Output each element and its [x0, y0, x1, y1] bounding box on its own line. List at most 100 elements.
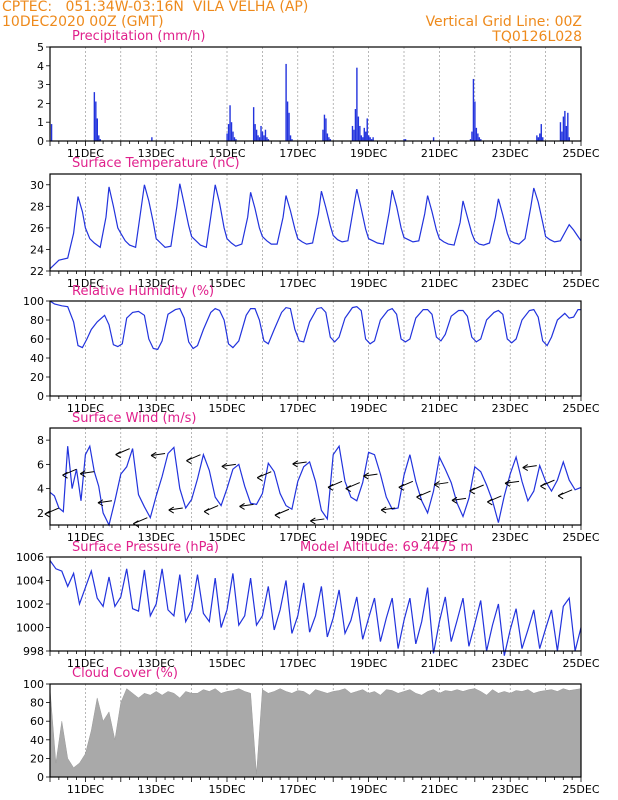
precip-bar — [257, 135, 259, 141]
precip-bar — [260, 125, 262, 141]
wind-arrow — [239, 503, 254, 507]
y-tick-label: 998 — [23, 645, 44, 658]
precip-bar — [286, 101, 289, 141]
panel-4 — [46, 556, 582, 656]
wind-arrow-head — [522, 464, 529, 472]
panel-title: Cloud Cover (%) — [72, 666, 178, 681]
precip-bar — [325, 118, 327, 141]
y-tick-label: 4 — [37, 60, 44, 73]
precip-bar — [542, 137, 544, 141]
x-tick-label: 19DEC — [350, 783, 387, 796]
y-tick-label: 1000 — [16, 622, 44, 635]
precip-bar — [95, 101, 97, 141]
precip-bar — [540, 124, 542, 141]
y-tick-label: 1004 — [16, 575, 44, 588]
precip-bar — [351, 125, 354, 141]
x-tick-label: 23DEC — [492, 147, 529, 160]
x-tick-label: 25DEC — [562, 657, 599, 670]
precip-bar — [477, 133, 479, 141]
precip-bar — [403, 139, 405, 141]
y-tick-label: 6 — [37, 458, 44, 471]
precip-bar — [288, 112, 290, 141]
y-tick-label: 80 — [30, 314, 44, 327]
wind-arrow-head — [62, 471, 68, 479]
precip-bar — [469, 139, 472, 141]
x-tick-label: 13DEC — [138, 147, 175, 160]
y-tick-label: 8 — [37, 434, 44, 447]
precip-bar — [475, 127, 478, 141]
precip-bar — [568, 137, 570, 141]
precip-bar — [50, 124, 53, 141]
wind-arrow-head — [433, 481, 440, 488]
panel-title: Surface Wind (m/s) — [72, 411, 196, 426]
precip-bar — [252, 107, 255, 141]
wind-arrow-head — [256, 474, 263, 482]
precip-bar — [328, 137, 330, 141]
precip-bar — [322, 129, 324, 141]
x-tick-label: 11DEC — [67, 147, 104, 160]
precip-bar — [99, 139, 101, 141]
x-tick-label: 13DEC — [138, 657, 175, 670]
wind-arrow — [168, 507, 183, 511]
wind-arrow-head — [504, 479, 511, 487]
x-tick-label: 23DEC — [492, 657, 529, 670]
precip-bar — [353, 129, 355, 141]
y-tick-label: 3 — [37, 79, 44, 92]
precip-bar — [151, 137, 153, 141]
precip-bar — [360, 135, 363, 141]
x-tick-label: 17DEC — [279, 402, 316, 415]
panel-2 — [46, 300, 582, 401]
x-tick-label: 23DEC — [492, 402, 529, 415]
wind-arrow — [504, 480, 520, 484]
y-tick-label: 28 — [30, 200, 44, 213]
x-tick-label: 11DEC — [67, 783, 104, 796]
wind-arrow-head — [221, 462, 228, 470]
y-tick-label: 5 — [37, 41, 44, 54]
y-tick-label: 60 — [30, 333, 44, 346]
y-tick-label: 0 — [37, 390, 44, 403]
y-tick-label: 4 — [37, 483, 44, 496]
wind-arrow-head — [44, 510, 51, 518]
header-model-id: TQ0126L028 — [492, 29, 582, 45]
precip-bar — [472, 78, 475, 141]
x-tick-label: 13DEC — [138, 402, 175, 415]
x-tick-label: 17DEC — [279, 657, 316, 670]
chart-header: CPTEC: 051:34W-03:16N VILA VELHA (AP) 10… — [0, 0, 618, 46]
x-tick-label: 25DEC — [562, 277, 599, 290]
precip-bar — [255, 129, 258, 141]
wind-arrow-head — [310, 517, 316, 525]
x-tick-label: 19DEC — [350, 147, 387, 160]
header-location: CPTEC: 051:34W-03:16N VILA VELHA (AP) — [2, 0, 309, 15]
precip-bar — [537, 137, 540, 141]
precip-bar — [471, 131, 473, 141]
precip-bar — [93, 92, 96, 141]
wind-arrow — [310, 518, 325, 522]
precip-bar — [362, 137, 364, 141]
panel-frame — [49, 556, 582, 652]
x-tick-label: 15DEC — [208, 147, 245, 160]
wind-arrow-head — [79, 470, 86, 478]
wind-arrow — [97, 500, 113, 504]
series-line — [49, 560, 582, 656]
wind-arrow-head — [557, 492, 564, 500]
x-tick-label: 15DEC — [208, 657, 245, 670]
wind-arrow-head — [398, 483, 405, 491]
precip-bar — [254, 124, 256, 141]
wind-arrow-head — [115, 451, 121, 459]
y-tick-label: 20 — [30, 371, 44, 384]
precip-bar — [370, 139, 373, 141]
panel-frame — [49, 46, 582, 142]
wind-arrow-head — [186, 457, 192, 465]
header-grid-note: Vertical Grid Line: 00Z — [425, 14, 582, 30]
precip-bar — [291, 139, 293, 141]
precip-bar — [565, 125, 568, 141]
precip-bar — [536, 135, 538, 141]
precip-bar — [478, 137, 481, 141]
precip-bar — [261, 131, 264, 141]
wind-arrow — [381, 507, 396, 511]
precip-bar — [562, 116, 565, 141]
precip-bar — [368, 135, 370, 141]
x-tick-label: 17DEC — [279, 277, 316, 290]
precip-bar — [263, 135, 265, 141]
series-line — [49, 444, 582, 527]
